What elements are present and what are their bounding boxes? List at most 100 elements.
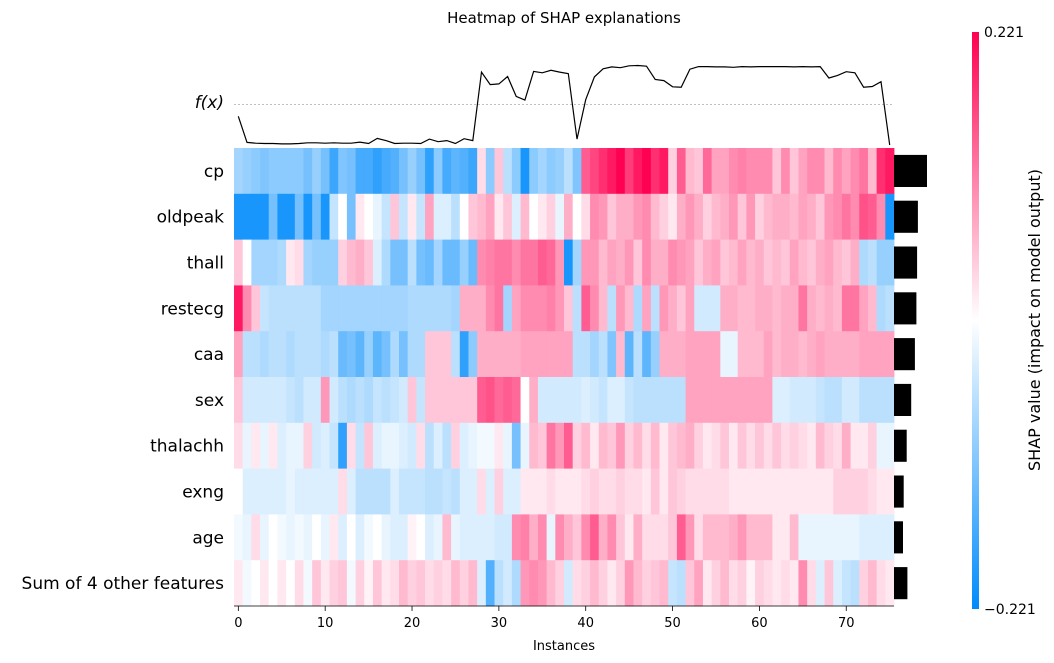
heatmap-cell	[511, 468, 521, 515]
heatmap-cell	[346, 422, 356, 469]
heatmap-cell	[529, 468, 539, 515]
heatmap-cell	[807, 193, 817, 240]
heatmap-cell	[555, 468, 565, 515]
heatmap-cell	[537, 148, 548, 195]
heatmap-cell	[833, 285, 843, 332]
heatmap-cell	[242, 331, 252, 378]
x-tick-label: 0	[234, 616, 242, 631]
heatmap-cell	[876, 285, 886, 332]
heatmap-cell	[694, 331, 704, 378]
heatmap-cell	[876, 468, 886, 515]
heatmap-cell	[459, 422, 469, 469]
heatmap-cell	[277, 148, 287, 195]
heatmap-cell	[442, 422, 452, 469]
heatmap-cell	[616, 285, 626, 332]
heatmap-cell	[260, 193, 270, 240]
heatmap-cell	[624, 331, 634, 378]
heatmap-cell	[885, 148, 895, 195]
heatmap-cell	[807, 377, 817, 424]
heatmap-cell	[329, 331, 339, 378]
heatmap-cell	[659, 285, 669, 332]
heatmap-cell	[442, 560, 452, 607]
heatmap-cell	[650, 148, 660, 195]
heatmap-cell	[581, 193, 591, 240]
heatmap-cell	[381, 239, 391, 286]
heatmap-cell	[338, 560, 348, 607]
heatmap-cell	[564, 514, 574, 561]
heatmap-cell	[286, 468, 296, 515]
heatmap-cell	[303, 193, 313, 240]
heatmap-cell	[320, 193, 330, 240]
heatmap-cell	[277, 560, 287, 607]
heatmap-cell	[572, 422, 582, 469]
heatmap-cell	[572, 239, 582, 286]
heatmap-cell	[702, 560, 713, 607]
heatmap-cell	[633, 468, 643, 515]
heatmap-cell	[729, 239, 739, 286]
heatmap-cell	[277, 514, 287, 561]
heatmap-cell	[781, 560, 791, 607]
heatmap-cell	[850, 331, 860, 378]
heatmap-cell	[416, 193, 426, 240]
importance-bars	[894, 154, 927, 600]
heatmap-cell	[676, 285, 686, 332]
heatmap-cell	[668, 285, 678, 332]
heatmap-cell	[442, 514, 452, 561]
heatmap-cell	[737, 148, 747, 195]
heatmap-cell	[885, 514, 895, 561]
heatmap-cell	[234, 377, 244, 424]
heatmap-cell	[442, 285, 452, 332]
heatmap-cell	[381, 514, 391, 561]
heatmap-cell	[867, 193, 878, 240]
heatmap-cell	[381, 193, 391, 240]
heatmap-cell	[598, 239, 608, 286]
heatmap-cell	[720, 514, 730, 561]
heatmap-cell	[781, 285, 791, 332]
heatmap-cell	[372, 239, 383, 286]
heatmap-cell	[555, 377, 565, 424]
heatmap-cell	[390, 285, 400, 332]
heatmap-cell	[364, 560, 374, 607]
heatmap-cell	[312, 377, 322, 424]
heatmap-cell	[859, 422, 869, 469]
heatmap-cell	[711, 560, 721, 607]
heatmap-cell	[381, 422, 391, 469]
heatmap-cell	[781, 422, 791, 469]
heatmap-cell	[659, 377, 669, 424]
heatmap-cell	[841, 148, 851, 195]
heatmap-cell	[833, 468, 843, 515]
heatmap-cell	[555, 193, 565, 240]
heatmap-cell	[511, 148, 521, 195]
heatmap-cell	[286, 148, 296, 195]
heatmap-cell	[841, 285, 851, 332]
heatmap-cell	[581, 331, 591, 378]
heatmap-cell	[885, 285, 895, 332]
heatmap-cell	[772, 239, 782, 286]
heatmap-cell	[468, 377, 478, 424]
heatmap-cell	[833, 148, 843, 195]
importance-bar	[894, 475, 904, 508]
heatmap-cell	[390, 377, 400, 424]
heatmap-cell	[850, 239, 860, 286]
x-tick-label: 20	[404, 616, 421, 631]
heatmap-cell	[807, 331, 817, 378]
heatmap-cell	[442, 193, 452, 240]
heatmap-cell	[537, 193, 548, 240]
heatmap-cell	[390, 422, 400, 469]
heatmap-cell	[425, 285, 435, 332]
heatmap-cell	[451, 193, 461, 240]
heatmap-cell	[676, 148, 686, 195]
fx-line-panel	[234, 64, 894, 146]
heatmap-cell	[268, 148, 278, 195]
heatmap-cell	[598, 422, 608, 469]
heatmap-cell	[520, 148, 530, 195]
heatmap-cell	[581, 148, 591, 195]
heatmap-cell	[494, 468, 504, 515]
heatmap-cell	[390, 468, 400, 515]
heatmap-cell	[364, 468, 374, 515]
heatmap-cell	[624, 148, 634, 195]
heatmap-cell	[642, 239, 652, 286]
heatmap-cell	[798, 514, 808, 561]
heatmap-cell	[581, 285, 591, 332]
heatmap-cell	[303, 239, 313, 286]
